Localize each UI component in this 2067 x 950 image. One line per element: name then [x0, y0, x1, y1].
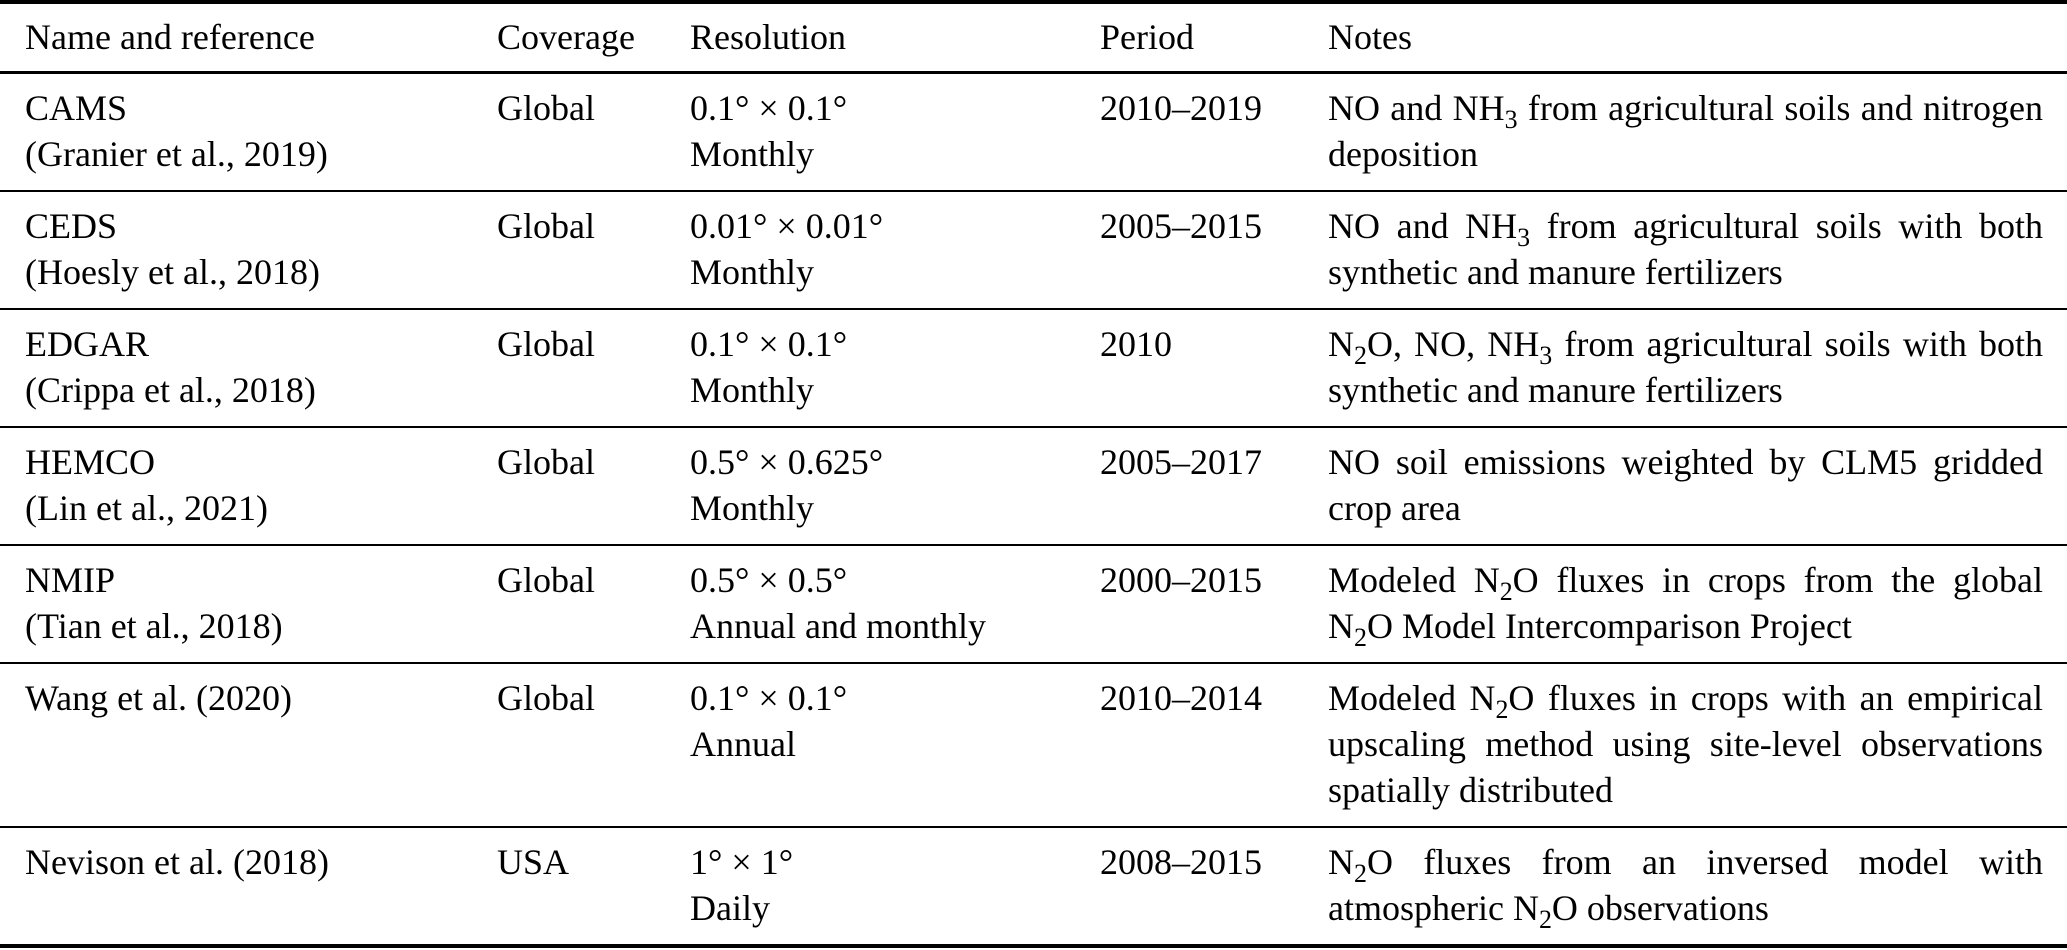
column-header-period: Period [1100, 2, 1328, 74]
cell-notes: NO and NH3 from agricultural soils and n… [1328, 72, 2067, 192]
column-header-resolution: Resolution [690, 2, 1100, 74]
cell-name-reference: CEDS (Hoesly et al., 2018) [0, 191, 497, 310]
table-header-row: Name and reference Coverage Resolution P… [0, 2, 2067, 74]
cell-name-reference: Nevison et al. (2018) [25, 842, 329, 882]
cell-name-reference: HEMCO (Lin et al., 2021) [0, 427, 497, 546]
cell-name-reference: CAMS (Granier et al., 2019) [0, 72, 497, 192]
cell-period: 2010 [1100, 309, 1328, 428]
cell-resolution: 0.5° × 0.625° Monthly [690, 427, 1100, 546]
column-header-coverage: Coverage [497, 2, 690, 74]
table-row: CEDS (Hoesly et al., 2018) Global 0.01° … [0, 191, 2067, 310]
cell-resolution: 0.5° × 0.5° Annual and monthly [690, 545, 1100, 664]
cell-coverage: Global [497, 72, 690, 192]
cell-coverage: USA [497, 842, 570, 882]
cell-coverage: Global [497, 309, 690, 428]
cell-notes: Modeled N2O fluxes in crops with an empi… [1328, 663, 2067, 828]
table-row: EDGAR (Crippa et al., 2018) Global 0.1° … [0, 309, 2067, 428]
cell-resolution: 0.1° × 0.1° Annual [690, 663, 1100, 828]
cell-notes: NO soil emissions weighted by CLM5 gridd… [1328, 427, 2067, 546]
column-header-name-reference: Name and reference [0, 2, 497, 74]
table-row: HEMCO (Lin et al., 2021) Global 0.5° × 0… [0, 427, 2067, 546]
cell-resolution: 0.01° × 0.01° Monthly [690, 191, 1100, 310]
cell-name-reference: EDGAR (Crippa et al., 2018) [0, 309, 497, 428]
cell-period: 2010–2014 [1100, 663, 1328, 828]
cell-period: 2008–2015 [1100, 842, 1262, 882]
column-header-notes: Notes [1328, 2, 2067, 74]
cell-coverage: Global [497, 191, 690, 310]
cell-period: 2000–2015 [1100, 545, 1328, 664]
cell-period: 2010–2019 [1100, 72, 1328, 192]
cell-notes: Modeled N2O fluxes in crops from the glo… [1328, 545, 2067, 664]
cell-notes: N2O fluxes from an inversed model with a… [1328, 842, 2043, 935]
cell-notes: N2O, NO, NH3 from agricultural soils wit… [1328, 309, 2067, 428]
cell-name-reference: NMIP (Tian et al., 2018) [0, 545, 497, 664]
cell-coverage: Global [497, 545, 690, 664]
cell-resolution: 0.1° × 0.1° Monthly [690, 72, 1100, 192]
cell-resolution: 0.1° × 0.1° Monthly [690, 309, 1100, 428]
cell-resolution: 1° × 1° Daily [690, 842, 794, 928]
cell-period: 2005–2015 [1100, 191, 1328, 310]
table-row: Wang et al. (2020) Global 0.1° × 0.1° An… [0, 663, 2067, 828]
cell-coverage: Global [497, 663, 690, 828]
table-row: Nevison et al. (2018) USA 1° × 1° Daily … [0, 827, 2067, 946]
cell-name-reference: Wang et al. (2020) [0, 663, 497, 828]
cell-period: 2005–2017 [1100, 427, 1328, 546]
cell-notes: NO and NH3 from agricultural soils with … [1328, 191, 2067, 310]
cell-coverage: Global [497, 427, 690, 546]
table-row: NMIP (Tian et al., 2018) Global 0.5° × 0… [0, 545, 2067, 664]
table-row: CAMS (Granier et al., 2019) Global 0.1° … [0, 72, 2067, 192]
